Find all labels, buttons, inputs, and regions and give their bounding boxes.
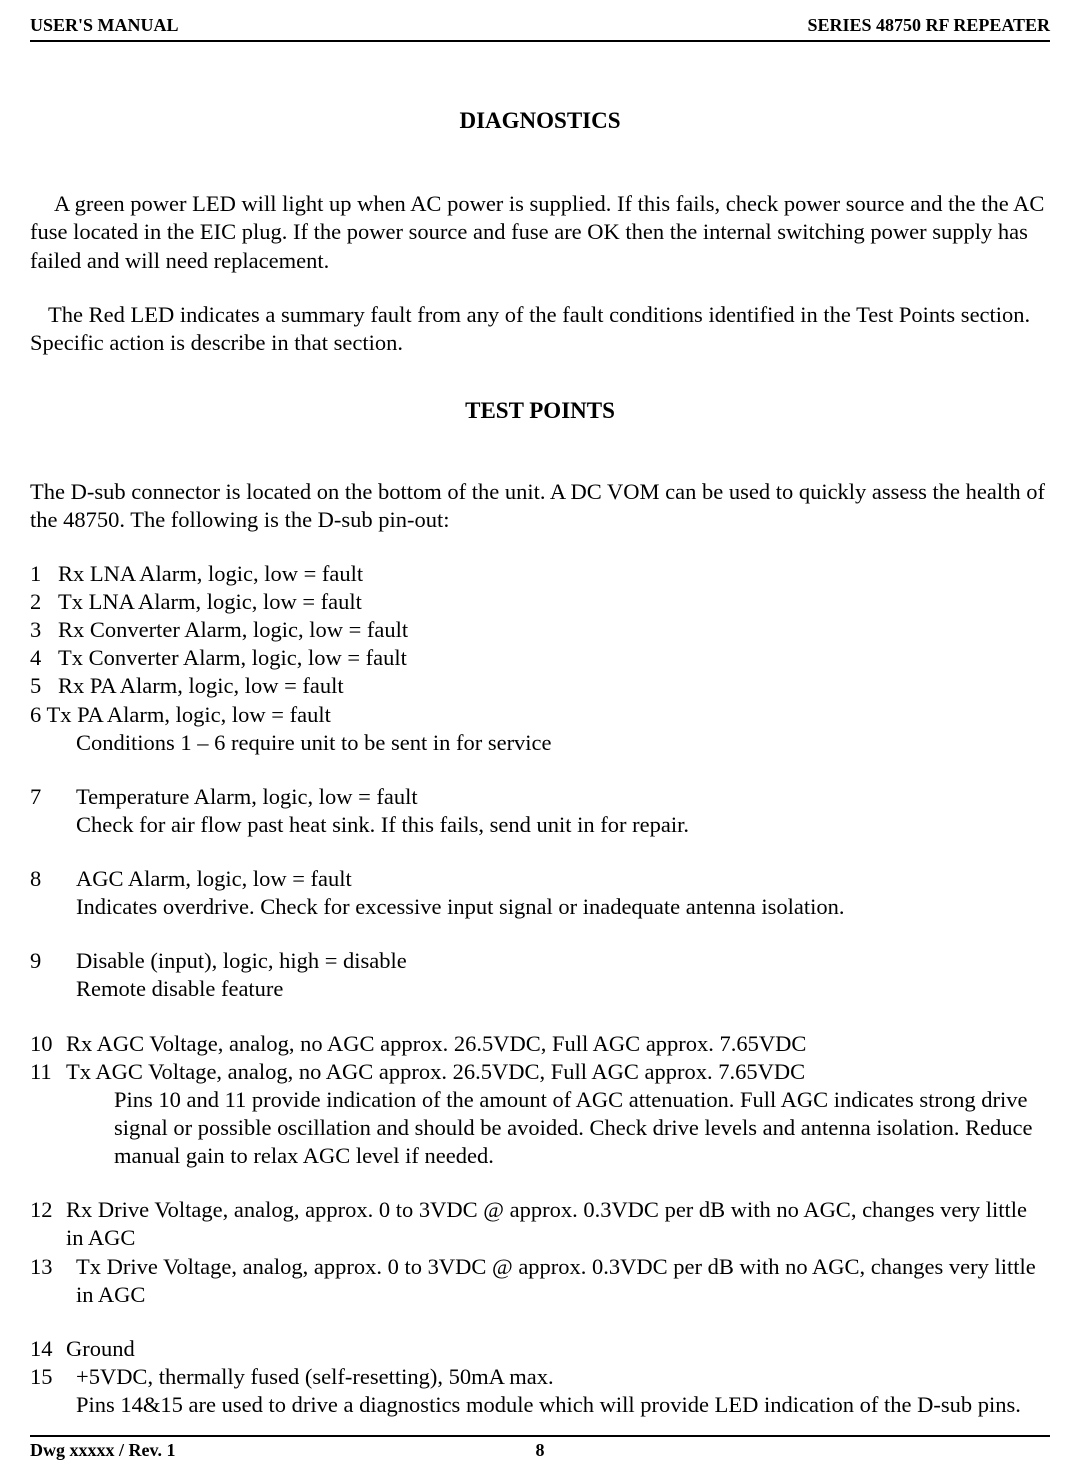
pin-num: 6 xyxy=(30,702,41,727)
pin-sub: Conditions 1 – 6 require unit to be sent… xyxy=(30,729,1050,757)
pin-row: 7 Temperature Alarm, logic, low = fault … xyxy=(30,783,1050,839)
pin-num: 11 xyxy=(30,1058,66,1086)
diagnostics-para1: A green power LED will light up when AC … xyxy=(30,190,1050,274)
page-footer: Dwg xxxxx / Rev. 1 8 xyxy=(30,1435,1050,1462)
pin-sub: Pins 14&15 are used to drive a diagnosti… xyxy=(30,1391,1050,1419)
pin-row: 10 Rx AGC Voltage, analog, no AGC approx… xyxy=(30,1030,1050,1058)
pin-num: 12 xyxy=(30,1196,66,1252)
pin-row: 5 Rx PA Alarm, logic, low = fault xyxy=(30,672,1050,700)
pin-text: Rx Converter Alarm, logic, low = fault xyxy=(58,616,408,644)
pin-row: 4 Tx Converter Alarm, logic, low = fault xyxy=(30,644,1050,672)
pin-sub: Indicates overdrive. Check for excessive… xyxy=(30,893,1050,921)
pin-text: Tx Converter Alarm, logic, low = fault xyxy=(58,644,407,672)
pin-text: AGC Alarm, logic, low = fault xyxy=(76,865,352,893)
page-header: USER'S MANUAL SERIES 48750 RF REPEATER xyxy=(30,14,1050,42)
pin-row: 6 Tx PA Alarm, logic, low = fault Condit… xyxy=(30,701,1050,757)
pin-sub: Check for air flow past heat sink. If th… xyxy=(30,811,1050,839)
pin-sub: Pins 10 and 11 provide indication of the… xyxy=(30,1086,1050,1170)
pin-row: 1 Rx LNA Alarm, logic, low = fault xyxy=(30,560,1050,588)
pin-text: Disable (input), logic, high = disable xyxy=(76,947,407,975)
pin-num: 10 xyxy=(30,1030,66,1058)
pin-text: Tx PA Alarm, logic, low = fault xyxy=(46,702,330,727)
pin-row: 12 Rx Drive Voltage, analog, approx. 0 t… xyxy=(30,1196,1050,1252)
pin-text: Temperature Alarm, logic, low = fault xyxy=(76,783,418,811)
header-right: SERIES 48750 RF REPEATER xyxy=(807,14,1050,37)
pin-text: Rx AGC Voltage, analog, no AGC approx. 2… xyxy=(66,1030,806,1058)
test-points-intro: The D-sub connector is located on the bo… xyxy=(30,478,1050,534)
section-title-diagnostics: DIAGNOSTICS xyxy=(30,107,1050,136)
pin-row: 2 Tx LNA Alarm, logic, low = fault xyxy=(30,588,1050,616)
pin-text: Rx LNA Alarm, logic, low = fault xyxy=(58,560,363,588)
pin-sub: Remote disable feature xyxy=(30,975,1050,1003)
pin-row: 3 Rx Converter Alarm, logic, low = fault xyxy=(30,616,1050,644)
pin-text: Ground xyxy=(66,1335,135,1363)
pin-num: 15 xyxy=(30,1363,76,1391)
pin-num: 3 xyxy=(30,616,58,644)
footer-left: Dwg xxxxx / Rev. 1 xyxy=(30,1439,176,1462)
pin-text: Rx PA Alarm, logic, low = fault xyxy=(58,672,344,700)
pin-text: Tx Drive Voltage, analog, approx. 0 to 3… xyxy=(76,1253,1050,1309)
section-title-test-points: TEST POINTS xyxy=(30,397,1050,426)
header-left: USER'S MANUAL xyxy=(30,14,179,37)
pin-row: 9 Disable (input), logic, high = disable… xyxy=(30,947,1050,1003)
pin-num: 7 xyxy=(30,783,76,811)
pin-text: Tx AGC Voltage, analog, no AGC approx. 2… xyxy=(66,1058,805,1086)
pinout-list: 1 Rx LNA Alarm, logic, low = fault 2 Tx … xyxy=(30,560,1050,1419)
pin-row: 13 Tx Drive Voltage, analog, approx. 0 t… xyxy=(30,1253,1050,1309)
pin-num: 1 xyxy=(30,560,58,588)
pin-text: +5VDC, thermally fused (self-resetting),… xyxy=(76,1363,554,1391)
diagnostics-para2: The Red LED indicates a summary fault fr… xyxy=(30,301,1050,357)
pin-num: 9 xyxy=(30,947,76,975)
pin-num: 8 xyxy=(30,865,76,893)
pin-row: 14 Ground xyxy=(30,1335,1050,1363)
pin-num: 13 xyxy=(30,1253,76,1309)
pin-text: Tx LNA Alarm, logic, low = fault xyxy=(58,588,362,616)
footer-page: 8 xyxy=(536,1439,545,1462)
pin-num: 4 xyxy=(30,644,58,672)
pin-row: 8 AGC Alarm, logic, low = fault Indicate… xyxy=(30,865,1050,921)
pin-text: Rx Drive Voltage, analog, approx. 0 to 3… xyxy=(66,1196,1050,1252)
pin-row: 15 +5VDC, thermally fused (self-resettin… xyxy=(30,1363,1050,1419)
pin-num: 14 xyxy=(30,1335,66,1363)
pin-num: 5 xyxy=(30,672,58,700)
pin-num: 2 xyxy=(30,588,58,616)
pin-row: 11 Tx AGC Voltage, analog, no AGC approx… xyxy=(30,1058,1050,1171)
